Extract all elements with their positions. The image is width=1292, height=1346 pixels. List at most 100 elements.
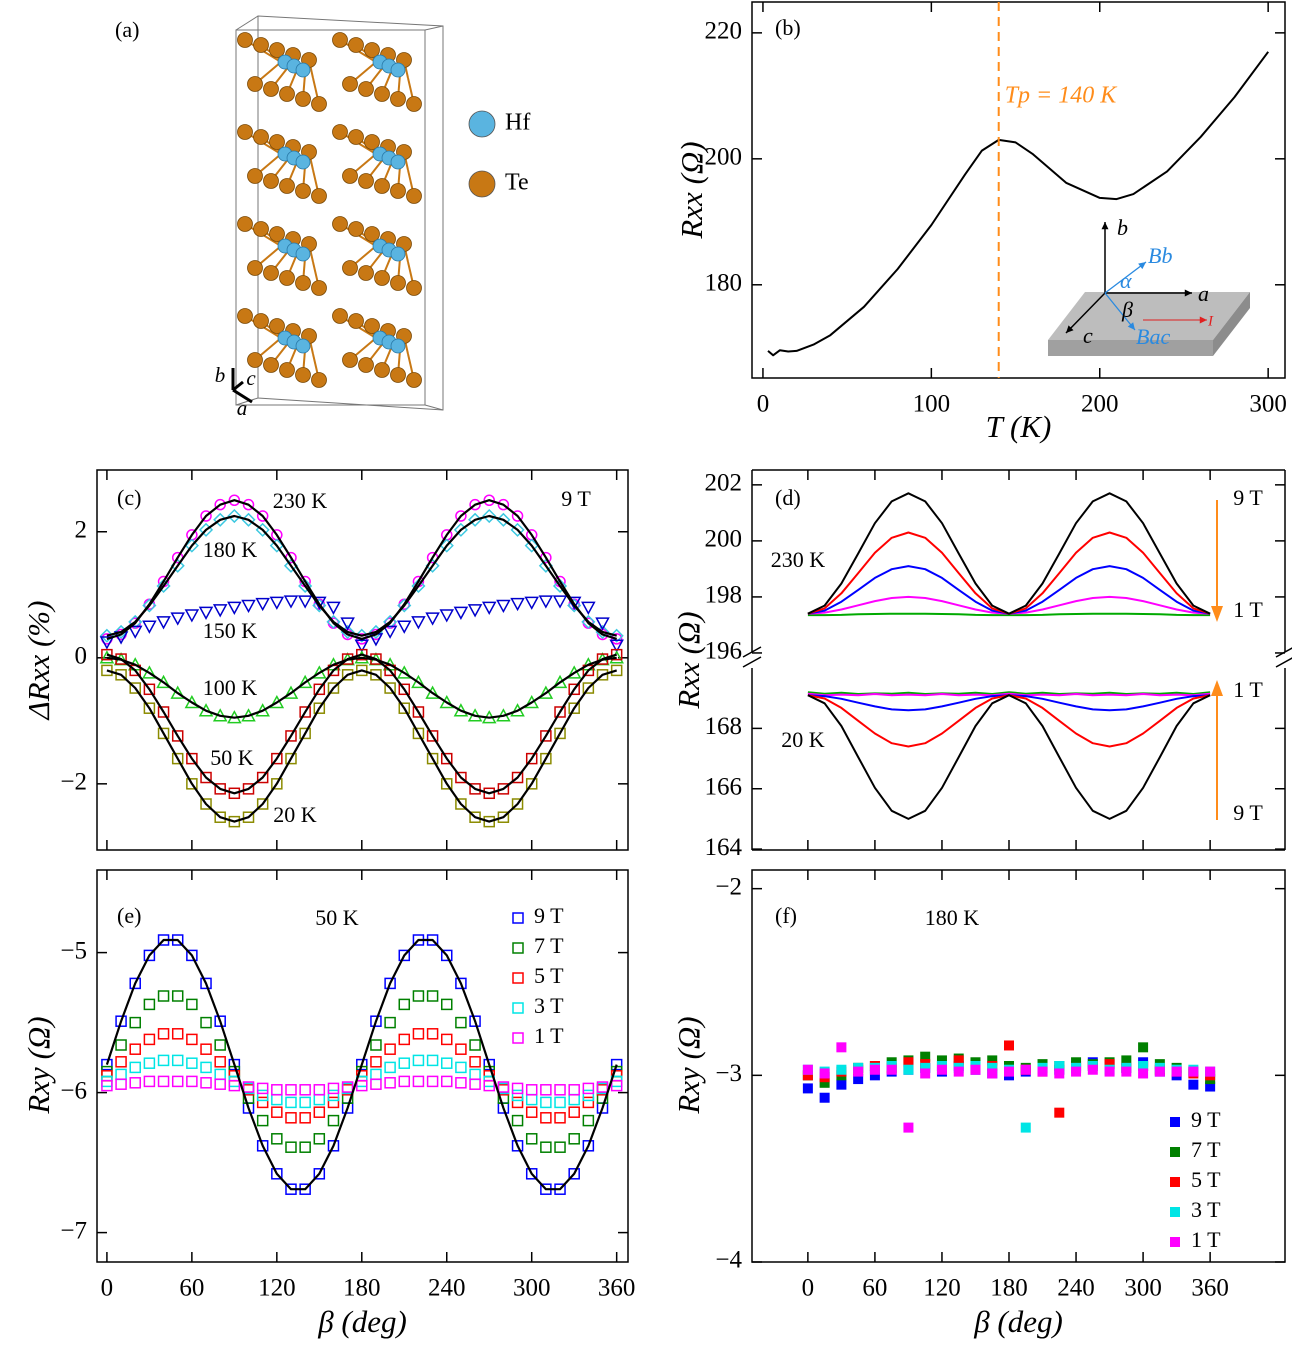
data-point bbox=[129, 977, 141, 990]
y-axis-label: Rxy (Ω) bbox=[21, 1016, 56, 1114]
data-point bbox=[214, 783, 226, 795]
data-point bbox=[482, 508, 497, 524]
data-point bbox=[326, 614, 341, 629]
data-point bbox=[313, 1133, 326, 1145]
data-point bbox=[101, 648, 113, 661]
data-point bbox=[497, 811, 510, 823]
data-point bbox=[554, 727, 566, 740]
y-tick-label: 200 bbox=[705, 144, 743, 171]
te-atom bbox=[237, 124, 253, 140]
data-point bbox=[297, 674, 313, 689]
data-point bbox=[511, 798, 524, 810]
te-atom bbox=[342, 260, 358, 276]
data-point bbox=[1154, 1066, 1165, 1077]
data-point bbox=[441, 752, 453, 765]
x-axis-label: β (deg) bbox=[317, 1304, 407, 1339]
cell-edge bbox=[424, 25, 444, 31]
data-point bbox=[143, 1057, 156, 1069]
data-point bbox=[397, 620, 412, 634]
data-point bbox=[554, 1112, 566, 1124]
data-point bbox=[497, 783, 510, 795]
data-point bbox=[455, 1077, 467, 1089]
y-tick-label: 202 bbox=[705, 470, 743, 497]
te-atom bbox=[364, 318, 380, 334]
data-point bbox=[836, 1079, 847, 1090]
inset-arrowhead bbox=[1199, 316, 1207, 324]
fit-line bbox=[106, 499, 618, 640]
data-point bbox=[171, 730, 184, 742]
y-tick-label: −3 bbox=[715, 1060, 742, 1087]
data-point bbox=[384, 1043, 396, 1055]
data-point bbox=[143, 702, 156, 714]
data-point bbox=[115, 1015, 127, 1027]
y-axis-label: Rxx (Ω) bbox=[674, 141, 709, 239]
data-point bbox=[987, 1055, 998, 1066]
cell-edge bbox=[424, 404, 444, 411]
data-point bbox=[441, 1033, 453, 1046]
x-tick-label: 360 bbox=[1191, 1275, 1229, 1302]
data-point bbox=[426, 730, 439, 742]
data-point bbox=[299, 727, 311, 740]
data-point bbox=[496, 599, 511, 614]
field-arrowhead bbox=[1211, 680, 1223, 696]
te-atom bbox=[358, 173, 374, 189]
x-tick-label: 100 bbox=[913, 391, 951, 418]
series-label: 230 K bbox=[273, 488, 328, 513]
te-atom bbox=[342, 352, 358, 368]
legend-label: 7 T bbox=[1191, 1137, 1221, 1162]
y-tick-label: 198 bbox=[705, 582, 743, 609]
y-tick-label: 200 bbox=[705, 526, 743, 553]
data-point bbox=[455, 1061, 467, 1074]
legend-swatch bbox=[1170, 1207, 1180, 1217]
y-tick-label: −2 bbox=[60, 769, 87, 796]
hf-atom bbox=[390, 62, 406, 78]
data-point bbox=[341, 1081, 354, 1093]
te-atom bbox=[295, 275, 311, 291]
data-point bbox=[540, 752, 552, 765]
data-point bbox=[370, 1078, 382, 1090]
data-point bbox=[398, 702, 411, 714]
data-point bbox=[426, 752, 439, 765]
data-point bbox=[256, 1096, 269, 1109]
data-point bbox=[455, 1016, 467, 1029]
data-point bbox=[511, 1089, 524, 1102]
data-point bbox=[271, 1168, 283, 1180]
te-atom bbox=[390, 183, 406, 199]
data-point bbox=[609, 639, 624, 653]
data-point bbox=[142, 620, 157, 634]
data-point bbox=[1071, 1066, 1082, 1077]
legend-label: 9 T bbox=[534, 903, 564, 928]
data-point bbox=[269, 538, 284, 553]
te-atom bbox=[269, 42, 285, 58]
x-tick-label: 180 bbox=[343, 1275, 381, 1302]
data-point bbox=[497, 498, 510, 511]
data-point bbox=[441, 778, 453, 790]
data-point bbox=[469, 811, 481, 823]
data-point bbox=[568, 1168, 580, 1180]
data-point bbox=[412, 1075, 425, 1088]
data-point bbox=[441, 1057, 453, 1069]
x-tick-label: 180 bbox=[990, 1275, 1028, 1302]
data-point bbox=[129, 682, 141, 694]
data-point bbox=[398, 949, 411, 962]
data-point bbox=[370, 1056, 382, 1068]
data-point bbox=[370, 1015, 382, 1027]
inset-label: a bbox=[1198, 281, 1209, 306]
inset-label: Bb bbox=[1148, 243, 1172, 268]
inset-arrow bbox=[1104, 261, 1147, 294]
x-tick-label: 0 bbox=[802, 1275, 815, 1302]
inset-label: I bbox=[1207, 313, 1214, 329]
data-point bbox=[483, 1079, 495, 1092]
data-point bbox=[970, 1064, 981, 1075]
data-point bbox=[582, 1096, 595, 1109]
data-point bbox=[1171, 1066, 1182, 1077]
data-line bbox=[767, 51, 1270, 357]
y-tick-label: −2 bbox=[715, 873, 742, 900]
data-point bbox=[356, 648, 368, 661]
data-point bbox=[441, 949, 453, 962]
data-point bbox=[186, 1057, 198, 1069]
te-atom bbox=[374, 270, 390, 286]
data-point bbox=[412, 990, 425, 1002]
panel-label: (f) bbox=[775, 903, 797, 928]
data-point bbox=[582, 1140, 595, 1152]
